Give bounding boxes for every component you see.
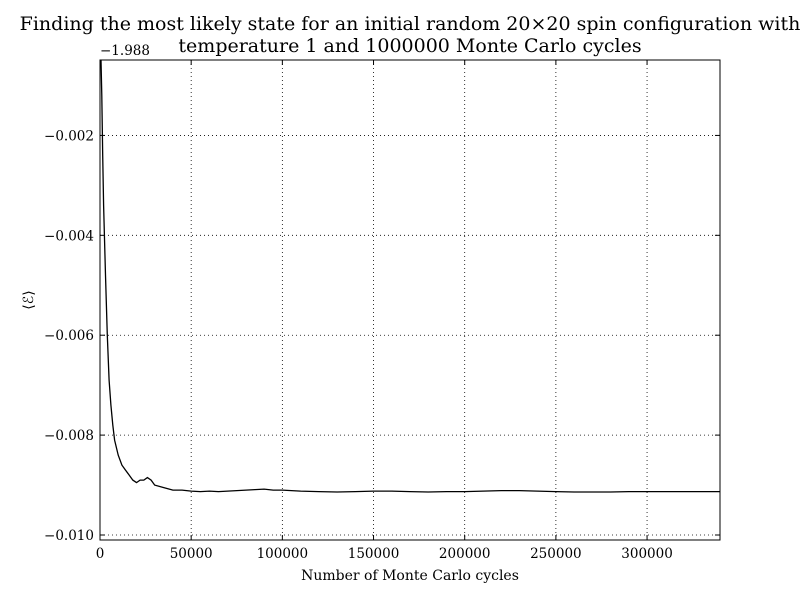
x-tick-label: 100000 [257,546,309,562]
series-line [100,60,720,493]
chart-title-line-2: temperature 1 and 1000000 Monte Carlo cy… [178,35,641,57]
x-axis-label: Number of Monte Carlo cycles [301,568,519,584]
x-tick-label: 300000 [621,546,673,562]
y-tick-label: −0.006 [44,328,94,344]
y-axis-label: ⟨ℰ⟩ [21,290,37,309]
chart-title-line-1: Finding the most likely state for an ini… [20,13,800,35]
x-tick-label: 50000 [170,546,213,562]
y-tick-label: −0.010 [44,528,94,544]
x-tick-label: 150000 [348,546,400,562]
ticks: 0 50000 100000 150000 200000 250000 300000 −0.0… [44,60,720,562]
grid [100,60,720,540]
y-offset-label: −1.988 [100,43,150,59]
plot-area-frame [99,59,721,541]
series-layer [100,60,720,493]
y-tick-label: −0.002 [44,128,94,144]
y-tick-label: −0.008 [44,428,94,444]
x-tick-label: 0 [96,546,105,562]
x-tick-label: 250000 [530,546,582,562]
x-tick-label: 200000 [439,546,491,562]
y-tick-label: −0.004 [44,228,94,244]
